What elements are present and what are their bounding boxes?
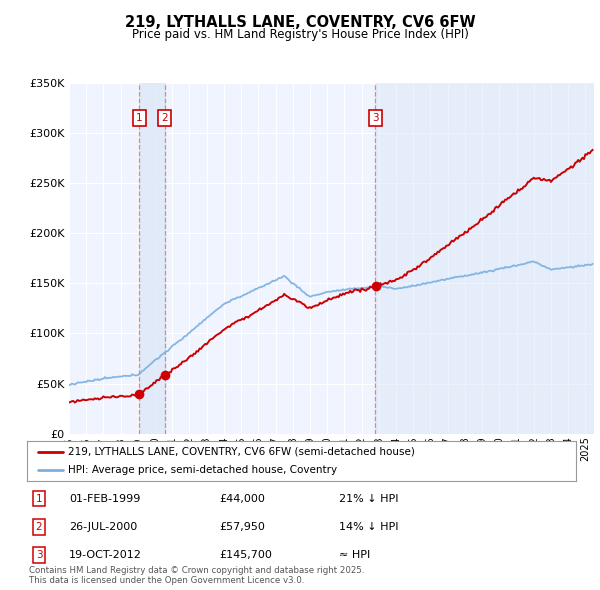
Text: 2: 2 xyxy=(35,522,43,532)
Text: HPI: Average price, semi-detached house, Coventry: HPI: Average price, semi-detached house,… xyxy=(68,465,337,475)
Bar xyxy=(139,83,164,434)
Text: Price paid vs. HM Land Registry's House Price Index (HPI): Price paid vs. HM Land Registry's House … xyxy=(131,28,469,41)
Text: 219, LYTHALLS LANE, COVENTRY, CV6 6FW: 219, LYTHALLS LANE, COVENTRY, CV6 6FW xyxy=(125,15,475,30)
Text: £145,700: £145,700 xyxy=(219,550,272,560)
Text: ≈ HPI: ≈ HPI xyxy=(339,550,370,560)
Text: 14% ↓ HPI: 14% ↓ HPI xyxy=(339,522,398,532)
Text: £44,000: £44,000 xyxy=(219,494,265,503)
Text: 21% ↓ HPI: 21% ↓ HPI xyxy=(339,494,398,503)
Text: 3: 3 xyxy=(372,113,379,123)
Bar xyxy=(375,83,594,434)
Text: £57,950: £57,950 xyxy=(219,522,265,532)
Text: 3: 3 xyxy=(35,550,43,560)
Text: 01-FEB-1999: 01-FEB-1999 xyxy=(69,494,140,503)
Text: 26-JUL-2000: 26-JUL-2000 xyxy=(69,522,137,532)
Text: 1: 1 xyxy=(35,494,43,503)
Text: 1: 1 xyxy=(136,113,143,123)
Text: 19-OCT-2012: 19-OCT-2012 xyxy=(69,550,142,560)
Text: 219, LYTHALLS LANE, COVENTRY, CV6 6FW (semi-detached house): 219, LYTHALLS LANE, COVENTRY, CV6 6FW (s… xyxy=(68,447,415,457)
Text: 2: 2 xyxy=(161,113,168,123)
Text: Contains HM Land Registry data © Crown copyright and database right 2025.
This d: Contains HM Land Registry data © Crown c… xyxy=(29,566,364,585)
